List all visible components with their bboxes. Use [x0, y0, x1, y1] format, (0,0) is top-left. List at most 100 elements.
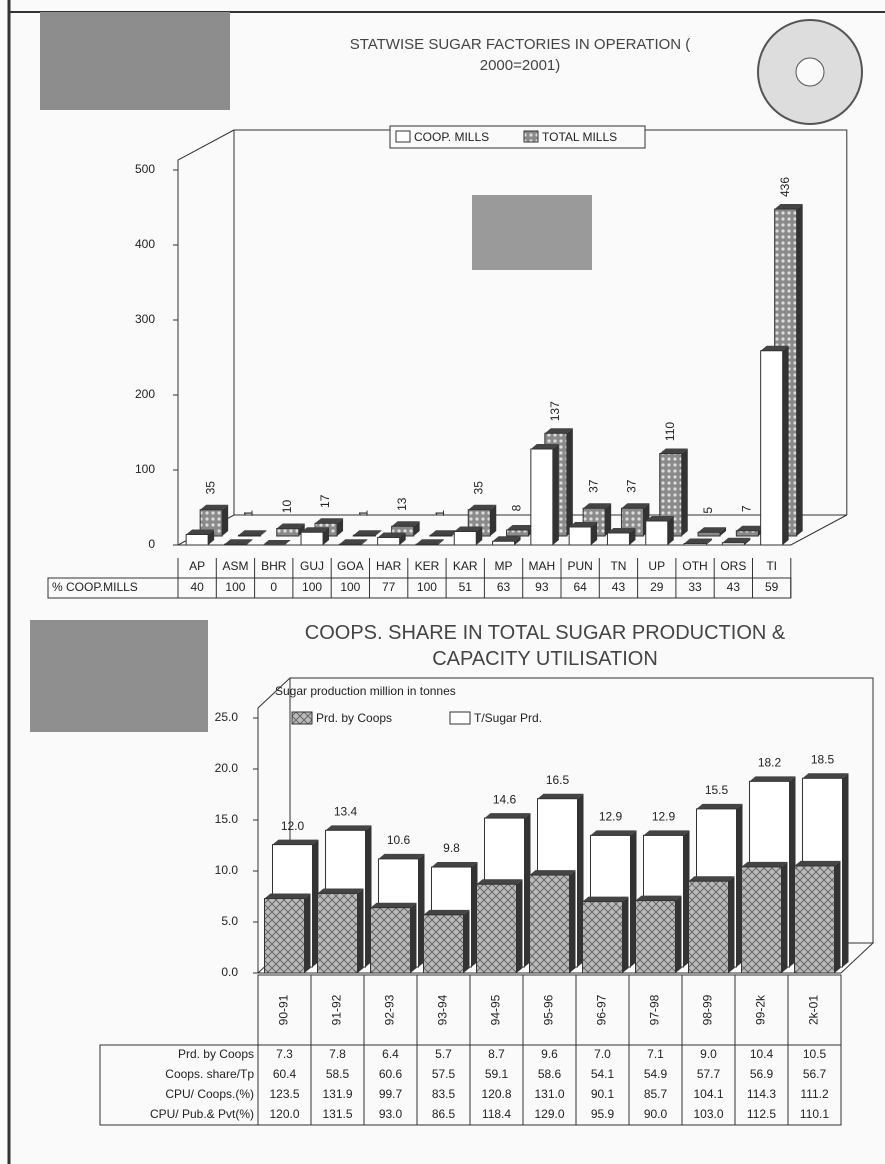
bar-side [842, 773, 849, 967]
table-cell: 60.6 [379, 1067, 403, 1081]
table-cell: 123.5 [269, 1087, 299, 1101]
y-tick-label: 25.0 [215, 710, 239, 724]
bar-side [298, 523, 305, 536]
table-cell: 56.7 [803, 1067, 827, 1081]
row-label: CPU/ Coops.(%) [165, 1087, 254, 1101]
bar-top [741, 861, 788, 867]
bar-side [622, 896, 629, 973]
bar-top [423, 909, 470, 915]
value-label: 15.5 [705, 783, 729, 797]
bar-top [378, 853, 425, 859]
table-cell: 100 [417, 580, 437, 594]
value-label: 5 [701, 507, 715, 514]
cane-photo [472, 195, 592, 270]
table-cell: 5.7 [435, 1047, 452, 1061]
bar [223, 543, 247, 546]
bar-side [399, 532, 406, 545]
x-tick-label: MAH [529, 559, 556, 573]
table-cell: 57.5 [432, 1067, 456, 1081]
x-tick-label: TN [610, 559, 626, 573]
table-cell: 93.0 [379, 1107, 403, 1121]
table-cell: 131.5 [322, 1107, 352, 1121]
value-label: 1 [242, 510, 256, 517]
table-cell: 77 [382, 580, 396, 594]
bar-top [645, 516, 674, 521]
table-cell: 114.3 [747, 1087, 776, 1101]
table-cell: 10.5 [803, 1047, 827, 1061]
bar-side [605, 503, 612, 536]
table-cell: 0 [270, 580, 277, 594]
bar-side [514, 536, 521, 545]
bar-top [749, 776, 796, 782]
table-cell: 90.1 [591, 1087, 615, 1101]
table-cell: 85.7 [644, 1087, 668, 1101]
table-cell: 54.9 [644, 1067, 668, 1081]
table-cell: 7.0 [594, 1047, 611, 1061]
bar [735, 530, 759, 537]
value-label: 1 [357, 510, 371, 517]
row-label: Coops. share/Tp [165, 1067, 254, 1081]
row-label: CPU/ Pub.& Pvt(%) [150, 1107, 254, 1121]
table-header: % COOP.MILLS [52, 580, 138, 594]
cd-hole [795, 57, 825, 87]
bar-side [629, 528, 636, 545]
bar-top [506, 525, 535, 530]
bar-top [544, 428, 573, 434]
value-label: 110 [663, 422, 677, 441]
bar [683, 543, 707, 546]
x-tick-label: KER [415, 559, 440, 573]
bar [492, 540, 516, 546]
bar [794, 865, 835, 974]
bar-top [301, 527, 330, 533]
bar-top [530, 444, 559, 449]
bar-side [222, 504, 229, 536]
bar-top [429, 530, 458, 536]
value-label: 18.5 [811, 752, 835, 766]
bar-top [802, 773, 849, 779]
y-tick-label: 15.0 [215, 812, 239, 826]
bar-side [591, 522, 598, 545]
value-label: 436 [778, 177, 792, 197]
table-cell: 131.9 [322, 1087, 352, 1101]
bar [582, 901, 623, 974]
y-tick-label: 200 [135, 387, 155, 401]
x-tick-label: HAR [376, 559, 402, 573]
bar-side [728, 876, 735, 973]
bar-top [607, 528, 636, 533]
x-tick-label: 91-92 [330, 994, 344, 1025]
bar [568, 526, 592, 546]
x-tick-label: UP [648, 559, 665, 573]
x-tick-label: OTH [682, 559, 707, 573]
bar-side [781, 861, 788, 973]
y-axis-label: Sugar production million in tonnes [275, 684, 456, 698]
bar [352, 534, 376, 537]
bar [741, 866, 782, 974]
bar [264, 898, 305, 974]
bar-top [468, 504, 497, 510]
bar [645, 520, 669, 546]
bar [317, 892, 358, 974]
legend-swatch [523, 130, 539, 143]
y-tick-label: 10.0 [215, 863, 239, 877]
legend-swatch [395, 130, 411, 143]
chart-title: STATWISE SUGAR FACTORIES IN OPERATION ( … [349, 36, 691, 74]
table-cell: 59.1 [485, 1067, 509, 1081]
value-label: 7 [740, 505, 754, 512]
bar-top [325, 825, 372, 831]
bar-side [834, 860, 841, 973]
x-tick-label: 90-91 [277, 994, 291, 1025]
table-cell: 9.6 [541, 1047, 558, 1061]
bar-side [566, 428, 573, 536]
y-tick-label: 500 [135, 162, 155, 176]
table-cell: 93 [535, 580, 549, 594]
y-tick-label: 100 [135, 462, 155, 476]
bar-side [476, 526, 483, 545]
y-tick-label: 5.0 [221, 914, 238, 928]
table-cell: 90.0 [644, 1107, 668, 1121]
legend-label: COOP. MILLS [414, 130, 489, 144]
table-cell: 86.5 [432, 1107, 456, 1121]
bar-top [794, 860, 841, 866]
table-cell: 103.0 [693, 1107, 723, 1121]
table-cell: 100 [340, 580, 360, 594]
bar-side [796, 204, 803, 536]
